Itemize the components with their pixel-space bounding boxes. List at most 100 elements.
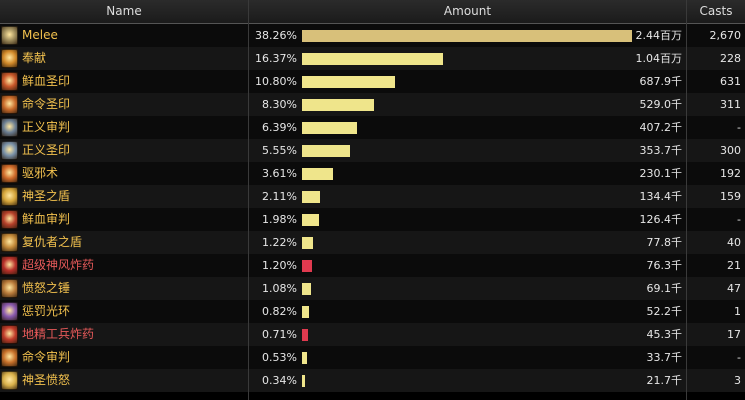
spell-name[interactable]: 驱邪术 xyxy=(22,166,59,180)
damage-amount: 529.0千 xyxy=(639,98,683,111)
cast-count: 311 xyxy=(720,98,741,111)
table-row[interactable]: 驱邪术 3.61% 230.1千 192 xyxy=(0,162,745,185)
damage-bar-track xyxy=(302,162,632,185)
judgement-blood-icon xyxy=(1,210,18,229)
table-row[interactable]: 神圣愤怒 0.34% 21.7千 3 xyxy=(0,369,745,392)
spell-name[interactable]: 命令圣印 xyxy=(22,97,71,111)
damage-percent: 10.80% xyxy=(255,75,297,88)
cast-count: 192 xyxy=(720,167,741,180)
cast-count: 300 xyxy=(720,144,741,157)
column-header-casts[interactable]: Casts xyxy=(699,4,733,18)
spell-icon-cell xyxy=(0,93,18,116)
spell-name[interactable]: 复仇者之盾 xyxy=(22,235,83,249)
damage-bar-track xyxy=(302,208,632,231)
table-row[interactable]: 正义审判 6.39% 407.2千 - xyxy=(0,116,745,139)
cast-count: - xyxy=(737,213,741,226)
table-row[interactable]: 超级神风炸药 1.20% 76.3千 21 xyxy=(0,254,745,277)
damage-amount: 76.3千 xyxy=(646,259,683,272)
damage-percent: 0.71% xyxy=(262,328,297,341)
spell-icon-cell xyxy=(0,70,18,93)
damage-bar-track xyxy=(302,323,632,346)
damage-bar-fill xyxy=(302,30,632,42)
table-row[interactable]: 鲜血圣印 10.80% 687.9千 631 xyxy=(0,70,745,93)
cast-count: 3 xyxy=(734,374,741,387)
table-row[interactable]: 愤怒之锤 1.08% 69.1千 47 xyxy=(0,277,745,300)
table-row[interactable]: 奉献 16.37% 1.04百万 228 xyxy=(0,47,745,70)
exorcism-icon xyxy=(1,164,18,183)
table-row[interactable]: 神圣之盾 2.11% 134.4千 159 xyxy=(0,185,745,208)
column-header-amount[interactable]: Amount xyxy=(249,0,687,23)
table-row[interactable]: 命令圣印 8.30% 529.0千 311 xyxy=(0,93,745,116)
damage-percent: 0.82% xyxy=(262,305,297,318)
spell-icon-cell xyxy=(0,47,18,70)
holy-shield-icon xyxy=(1,187,18,206)
hammer-of-wrath-icon xyxy=(1,279,18,298)
damage-amount: 21.7千 xyxy=(646,374,683,387)
damage-bar-track xyxy=(302,300,632,323)
consecration-icon xyxy=(1,49,18,68)
damage-bar-fill xyxy=(302,352,307,364)
damage-amount: 33.7千 xyxy=(646,351,683,364)
spell-name[interactable]: 鲜血圣印 xyxy=(22,74,71,88)
damage-amount: 52.2千 xyxy=(646,305,683,318)
damage-bar-track xyxy=(302,70,632,93)
damage-bar-track xyxy=(302,277,632,300)
cast-count: 228 xyxy=(720,52,741,65)
spell-icon-cell xyxy=(0,139,18,162)
damage-amount: 1.04百万 xyxy=(635,52,683,65)
table-row[interactable]: 惩罚光环 0.82% 52.2千 1 xyxy=(0,300,745,323)
spell-icon-cell xyxy=(0,300,18,323)
spell-name[interactable]: 愤怒之锤 xyxy=(22,281,71,295)
cast-count: 1 xyxy=(734,305,741,318)
cast-count: 21 xyxy=(727,259,741,272)
damage-bar-track xyxy=(302,47,632,70)
judgement-righteousness-icon xyxy=(1,118,18,137)
damage-amount: 353.7千 xyxy=(639,144,683,157)
spell-name[interactable]: 正义审判 xyxy=(22,120,71,134)
damage-amount: 407.2千 xyxy=(639,121,683,134)
table-row[interactable]: 地精工兵炸药 0.71% 45.3千 17 xyxy=(0,323,745,346)
spell-name[interactable]: 命令审判 xyxy=(22,350,71,364)
damage-percent: 0.53% xyxy=(262,351,297,364)
table-row[interactable]: 命令审判 0.53% 33.7千 - xyxy=(0,346,745,369)
table-row[interactable]: 鲜血审判 1.98% 126.4千 - xyxy=(0,208,745,231)
judgement-command-icon xyxy=(1,348,18,367)
damage-percent: 1.08% xyxy=(262,282,297,295)
spell-name[interactable]: 鲜血审判 xyxy=(22,212,71,226)
spell-name[interactable]: 神圣之盾 xyxy=(22,189,71,203)
spell-icon-cell xyxy=(0,323,18,346)
table-row[interactable]: Melee 38.26% 2.44百万 2,670 xyxy=(0,24,745,47)
cast-count: 631 xyxy=(720,75,741,88)
spell-name[interactable]: 惩罚光环 xyxy=(22,304,71,318)
table-row[interactable]: 正义圣印 5.55% 353.7千 300 xyxy=(0,139,745,162)
seal-of-blood-icon xyxy=(1,72,18,91)
damage-percent: 38.26% xyxy=(255,29,297,42)
cast-count: - xyxy=(737,121,741,134)
damage-bar-fill xyxy=(302,375,305,387)
spell-icon-cell xyxy=(0,369,18,392)
spell-name[interactable]: 神圣愤怒 xyxy=(22,373,71,387)
spell-name[interactable]: Melee xyxy=(22,28,58,42)
damage-percent: 1.20% xyxy=(262,259,297,272)
damage-bar-fill xyxy=(302,283,311,295)
spell-icon-cell xyxy=(0,24,18,47)
spell-name[interactable]: 地精工兵炸药 xyxy=(22,327,95,341)
table-row[interactable]: 复仇者之盾 1.22% 77.8千 40 xyxy=(0,231,745,254)
damage-percent: 3.61% xyxy=(262,167,297,180)
damage-bar-track xyxy=(302,139,632,162)
cast-count: 47 xyxy=(727,282,741,295)
damage-bar-fill xyxy=(302,76,395,88)
damage-bar-fill xyxy=(302,237,313,249)
spell-name[interactable]: 奉献 xyxy=(22,51,47,65)
cast-count: 40 xyxy=(727,236,741,249)
explosive-icon xyxy=(1,256,18,275)
retribution-aura-icon xyxy=(1,302,18,321)
damage-bar-track xyxy=(302,185,632,208)
damage-percent: 5.55% xyxy=(262,144,297,157)
column-header-name[interactable]: Name xyxy=(0,0,249,23)
damage-bar-track xyxy=(302,231,632,254)
damage-amount: 126.4千 xyxy=(639,213,683,226)
spell-name[interactable]: 正义圣印 xyxy=(22,143,71,157)
spell-icon-cell xyxy=(0,346,18,369)
spell-name[interactable]: 超级神风炸药 xyxy=(22,258,95,272)
